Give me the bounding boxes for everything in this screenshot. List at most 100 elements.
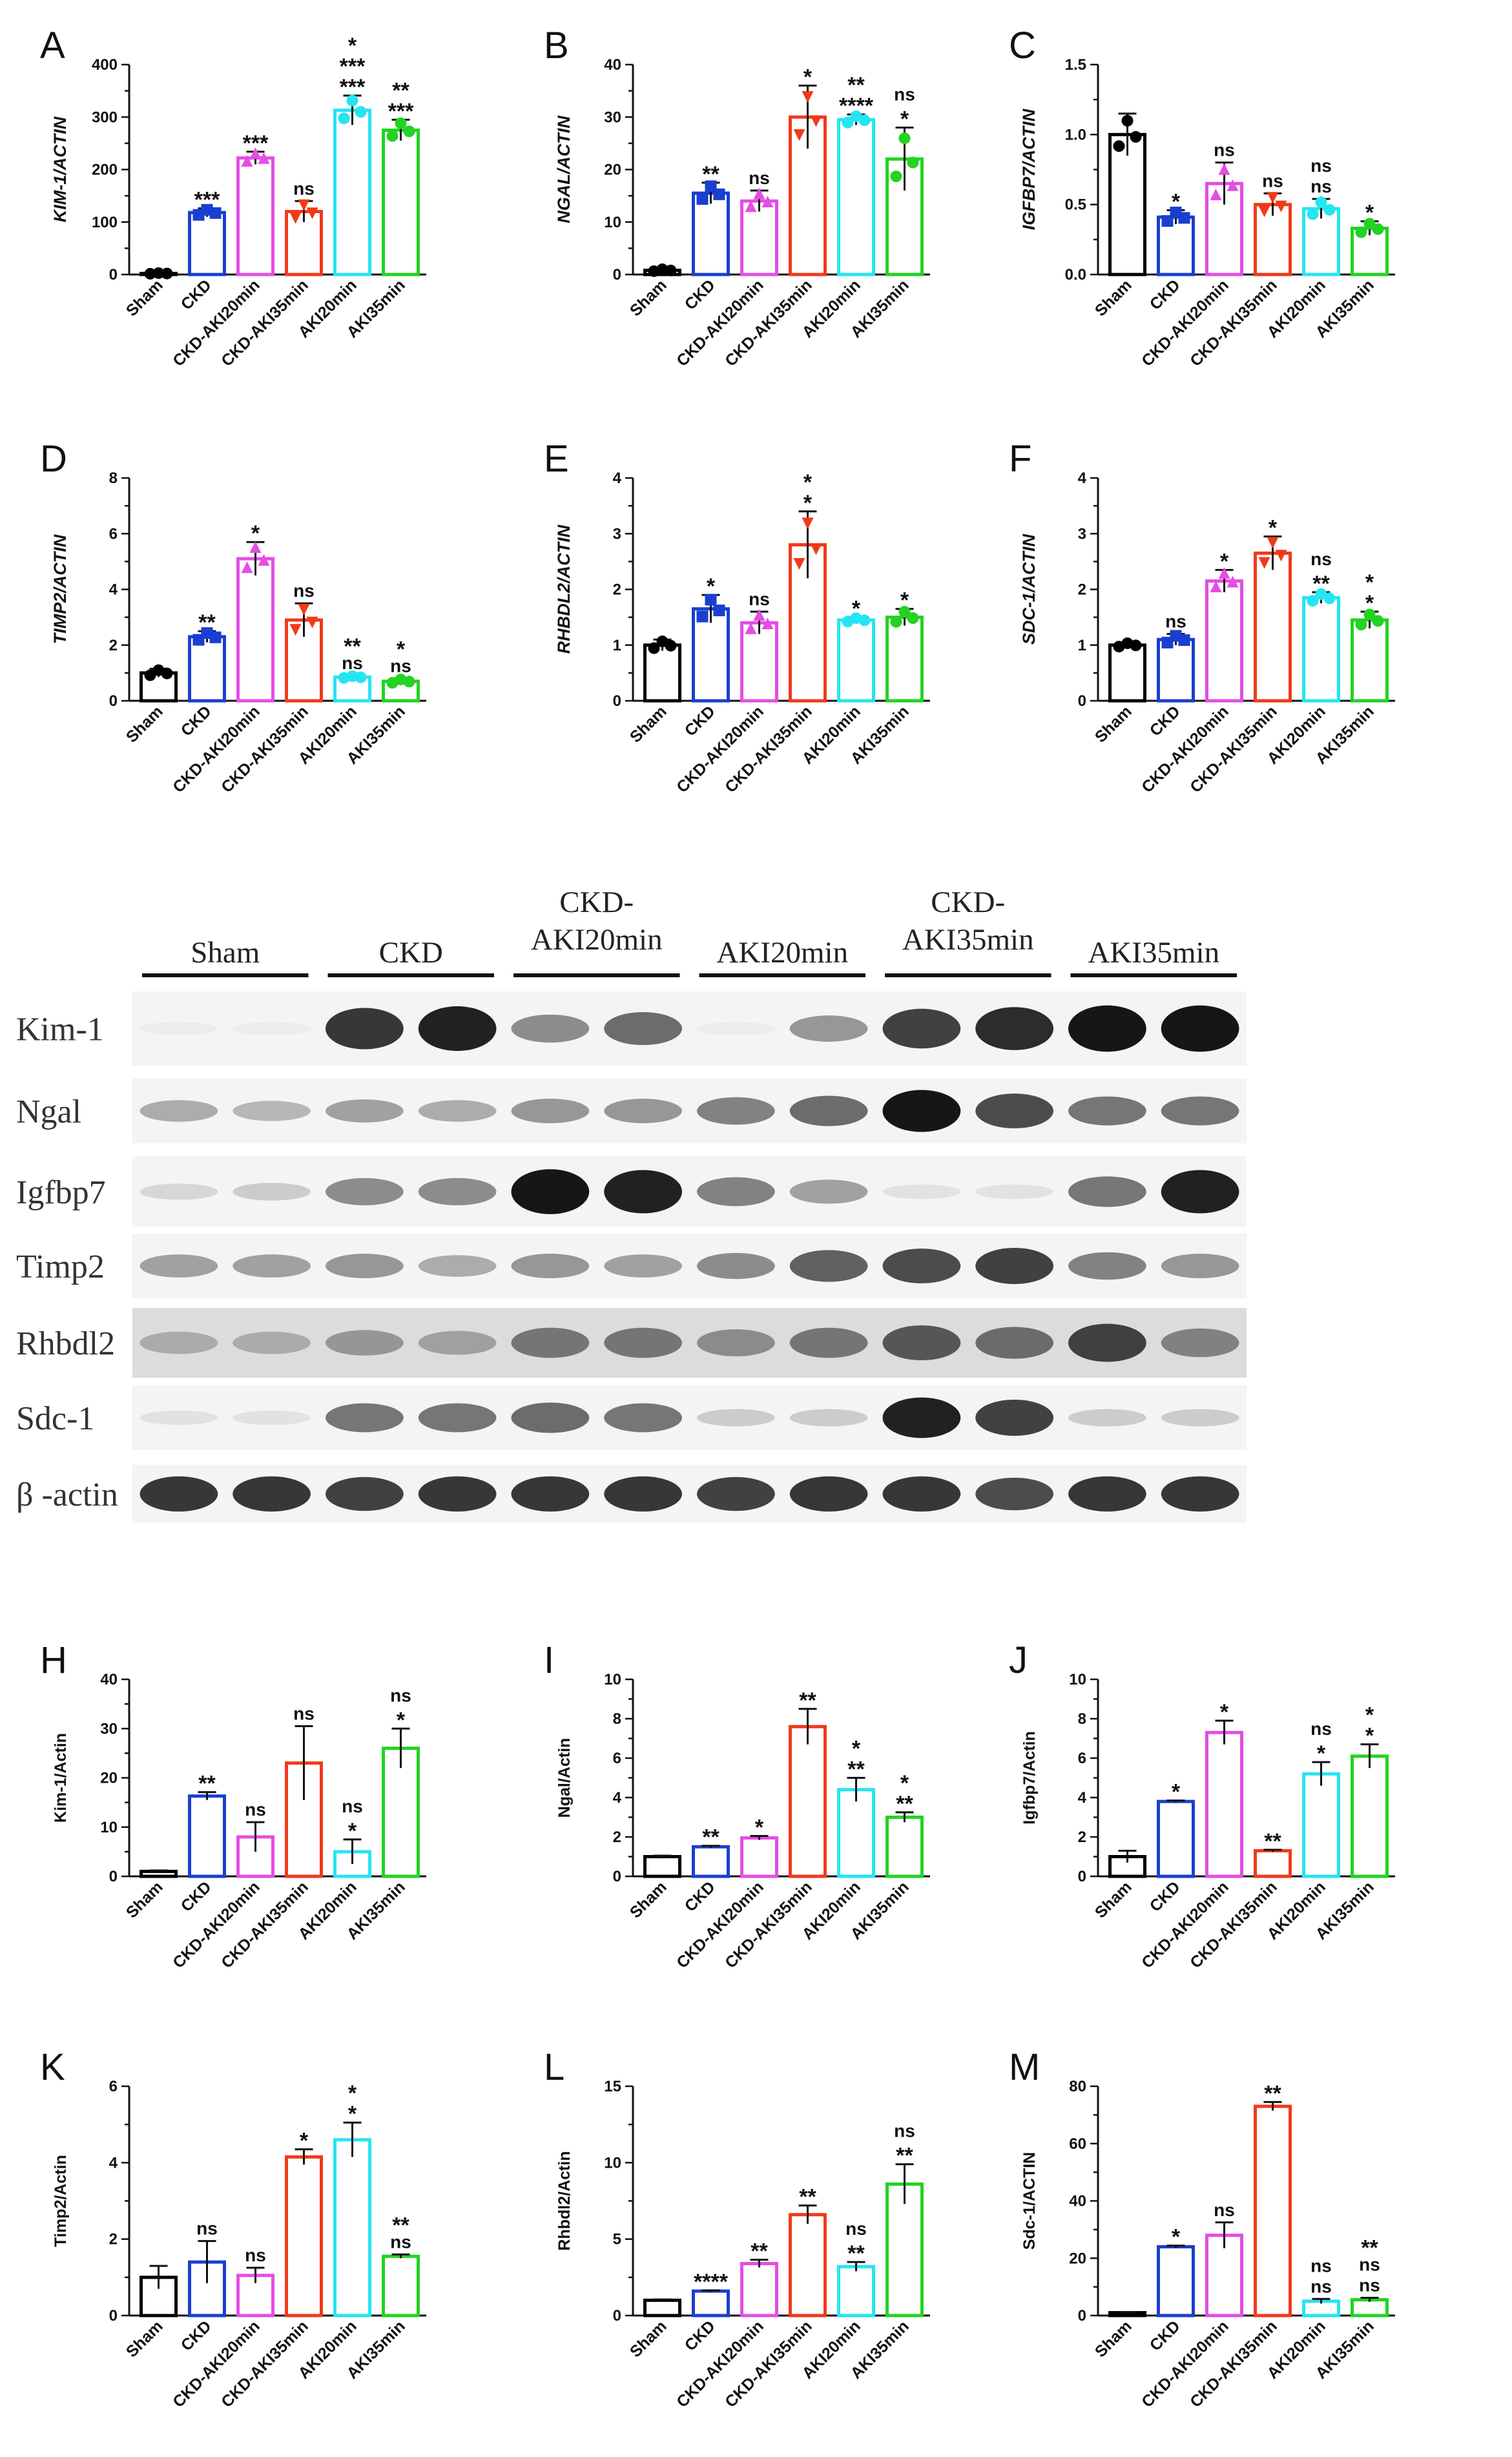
data-point: [161, 667, 173, 679]
panel-letter: H: [40, 1639, 67, 1681]
data-point: [1275, 550, 1287, 562]
significance-label: **: [1264, 1829, 1281, 1854]
bar: [740, 2262, 778, 2317]
blot-band: [418, 1331, 497, 1355]
y-axis-label: Rhbdl2/Actin: [555, 2151, 574, 2250]
blot-band: [604, 1099, 682, 1123]
data-point: [258, 554, 270, 566]
panel-letter: E: [544, 438, 569, 480]
y-tick-label: 400: [92, 56, 118, 74]
y-tick-label: 10: [100, 1819, 118, 1836]
blot-band: [697, 1477, 775, 1511]
blot-band: [975, 1094, 1053, 1128]
bar: [643, 643, 681, 703]
point-group: [1161, 630, 1190, 648]
blot-strip: [132, 1465, 1247, 1523]
bar: [1157, 638, 1195, 703]
blot-band: [1068, 1252, 1146, 1280]
data-point: [1218, 567, 1230, 579]
blot-band: [326, 1177, 404, 1206]
point-group: [192, 203, 222, 221]
data-point: [1323, 592, 1336, 605]
bar: [285, 2155, 323, 2317]
data-point: [1210, 581, 1222, 593]
y-tick-label: 20: [100, 1770, 118, 1787]
data-point: [258, 152, 270, 164]
panel-letter: M: [1009, 2046, 1040, 2088]
data-point: [713, 188, 725, 200]
data-point: [1258, 557, 1270, 569]
y-tick-label: 6: [1078, 1750, 1086, 1767]
significance-label: *: [1317, 1741, 1326, 1766]
significance-label: ns: [1214, 2200, 1235, 2220]
data-point: [907, 156, 919, 169]
y-tick-label: 8: [109, 470, 118, 487]
y-tick-label: 2: [1078, 581, 1086, 599]
bar: [692, 1845, 730, 1878]
data-point: [1355, 226, 1367, 238]
point-group: [289, 603, 318, 636]
data-point: [355, 106, 367, 118]
significance-label: ns: [749, 589, 770, 609]
y-tick-label: 8: [613, 1710, 621, 1728]
significance-label: ns: [894, 85, 915, 105]
chart-panel-f: F 0 1 2 3 4 SDC-1/ACTIN Sham ns CKD * CKD-AKI20min *…: [1009, 438, 1395, 796]
blot-band: [1161, 1254, 1239, 1278]
point-group: [1113, 114, 1142, 152]
x-tick-label: CKD: [681, 1878, 719, 1915]
blot-strip: [132, 1234, 1247, 1298]
x-tick-label: Sham: [627, 702, 670, 746]
x-tick-label: CKD-AKI20min: [673, 2317, 767, 2411]
significance-label: ns: [293, 1703, 315, 1723]
data-point: [696, 610, 709, 623]
blot-band: [326, 1477, 404, 1511]
significance-label: *: [1172, 2225, 1181, 2250]
blot-band: [1161, 1409, 1239, 1427]
y-tick-label: 0: [1078, 692, 1086, 710]
bar: [236, 557, 274, 703]
y-tick-label: 0: [613, 2307, 621, 2325]
significance-label: *: [397, 1708, 406, 1732]
significance-label: ***: [194, 188, 220, 213]
bar: [692, 2289, 730, 2317]
bar: [740, 621, 778, 703]
blot-band: [1161, 1170, 1239, 1214]
y-tick-label: 15: [604, 2078, 621, 2095]
significance-label: *: [348, 2102, 357, 2126]
point-group: [793, 517, 822, 570]
panel-letter: D: [40, 438, 67, 480]
blot-band: [1068, 1005, 1146, 1052]
data-point: [842, 116, 854, 129]
x-tick-label: Sham: [123, 2317, 167, 2361]
significance-label: ns: [1214, 140, 1235, 160]
significance-label: *: [755, 1815, 764, 1840]
bar: [885, 616, 924, 703]
y-tick-label: 4: [1078, 470, 1087, 487]
y-tick-label: 6: [109, 525, 118, 543]
blot-band: [789, 1250, 868, 1282]
data-point: [249, 541, 262, 553]
x-tick-label: Sham: [1092, 2317, 1135, 2361]
blot-band: [1161, 1328, 1239, 1358]
y-tick-label: 10: [604, 1671, 621, 1688]
significance-label: *: [1365, 591, 1374, 616]
y-tick-label: 4: [109, 581, 118, 599]
point-group: [386, 673, 415, 689]
bar: [382, 129, 420, 276]
data-point: [298, 199, 310, 211]
significance-label: **: [896, 1792, 913, 1816]
significance-label: ns: [845, 2219, 867, 2239]
y-tick-label: 200: [92, 161, 118, 179]
panel-letter: L: [544, 2046, 564, 2088]
blot-band: [1161, 1476, 1239, 1512]
y-axis-label: NGAL/ACTIN: [554, 116, 574, 223]
bar: [382, 1747, 420, 1878]
blot-row-label: Timp2: [16, 1249, 105, 1285]
data-point: [648, 642, 660, 654]
point-group: [890, 606, 919, 628]
blot-strip: [132, 991, 1247, 1066]
bar: [837, 618, 875, 703]
bar: [333, 109, 371, 276]
significance-label: **: [847, 2241, 865, 2266]
bar: [837, 1788, 875, 1878]
